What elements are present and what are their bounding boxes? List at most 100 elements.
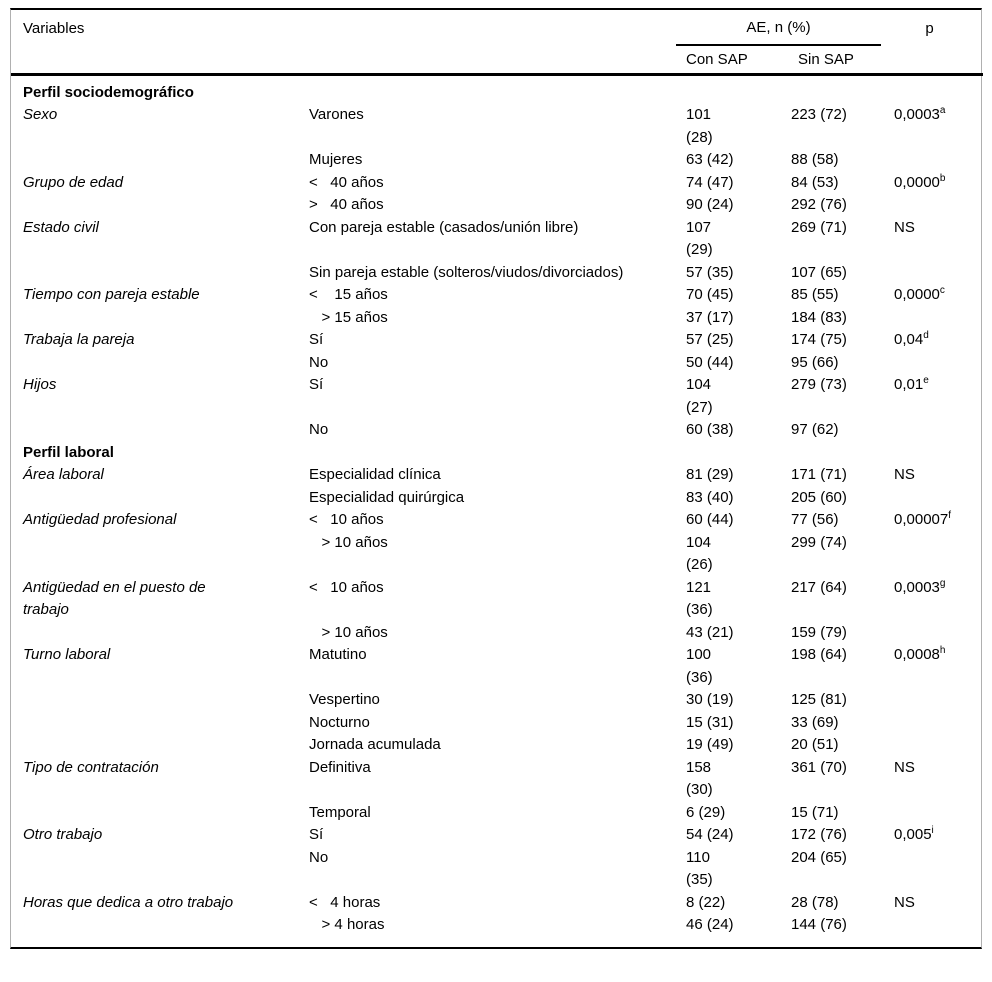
sin-sap-cell: 223 (72) — [791, 104, 894, 149]
table-row: > 4 horas 46 (24) 144 (76) — [11, 914, 983, 937]
row-category: Varones — [309, 106, 364, 123]
row-sin-sap-value: 223 (72) — [791, 106, 847, 123]
con-sap-cell: 57 (35) — [686, 262, 791, 285]
row-category: Especialidad clínica — [309, 466, 441, 483]
con-sap-cell: 43 (21) — [686, 622, 791, 645]
section-cell: Perfil laboral — [11, 442, 983, 465]
header-row-top: Variables AE, n (%) p — [11, 10, 983, 46]
table-row: Sexo Varones 101 (28) 223 (72) 0,0003a — [11, 104, 983, 149]
con-sap-cell: 54 (24) — [686, 824, 791, 847]
row-category: < 10 años — [309, 511, 384, 528]
row-variable: Turno laboral — [23, 646, 111, 663]
row-con-sap-value: 63 (42) — [686, 151, 734, 168]
row-con-sap-value: 60 (44) — [686, 511, 734, 528]
row-category: No — [309, 353, 329, 371]
con-sap-cell: 15 (31) — [686, 712, 791, 735]
row-con-sap-value: 74 (47) — [686, 173, 734, 191]
con-sap-cell: 158 (30) — [686, 757, 791, 802]
category-cell: Sí — [309, 374, 686, 419]
category-cell: Definitiva — [309, 757, 686, 802]
row-p-superscript: g — [939, 577, 946, 589]
row-sin-sap-value: 279 (73) — [791, 376, 847, 393]
row-category: Matutino — [309, 646, 367, 663]
category-cell: Sí — [309, 329, 686, 352]
table-row: Mujeres 63 (42) 88 (58) — [11, 149, 983, 172]
p-cell: 0,01e — [894, 374, 983, 419]
category-cell: < 4 horas — [309, 892, 686, 915]
row-category: Sin pareja estable (solteros/viudos/divo… — [309, 263, 624, 281]
row-variable: Tipo de contratación — [23, 758, 159, 776]
row-con-sap-value: 83 (40) — [686, 488, 734, 506]
row-sin-sap-value: 198 (64) — [791, 646, 847, 663]
row-category: > 4 horas — [309, 916, 385, 933]
row-sin-sap-value: 107 (65) — [791, 263, 847, 281]
row-sin-sap-value: 97 (62) — [791, 421, 839, 438]
row-category: > 10 años — [309, 533, 388, 551]
row-con-sap-value: 19 (49) — [686, 736, 734, 753]
section-row: Perfil laboral — [11, 442, 983, 465]
con-sap-cell: 57 (25) — [686, 329, 791, 352]
row-sin-sap-value: 292 (76) — [791, 196, 847, 213]
category-cell: > 40 años — [309, 194, 686, 217]
row-sin-sap-value: 217 (64) — [791, 578, 847, 596]
row-sin-sap-value: 205 (60) — [791, 488, 847, 506]
row-con-sap-value: 60 (38) — [686, 421, 734, 438]
p-cell — [894, 307, 983, 330]
row-category: Sí — [309, 331, 324, 348]
variable-cell: Hijos — [11, 374, 309, 419]
header-spacer-category — [309, 10, 686, 46]
con-sap-cell: 107 (29) — [686, 217, 791, 262]
sin-sap-cell: 269 (71) — [791, 217, 894, 262]
table-frame: Variables AE, n (%) p Con SAP Sin SAP Pe… — [10, 8, 983, 949]
row-con-sap-value: 107 (29) — [686, 218, 713, 259]
row-category: Temporal — [309, 803, 371, 821]
con-sap-cell: 46 (24) — [686, 914, 791, 937]
category-cell: No — [309, 419, 686, 442]
variable-cell — [11, 149, 309, 172]
sin-sap-cell: 174 (75) — [791, 329, 894, 352]
table-row: No 60 (38) 97 (62) — [11, 419, 983, 442]
section-label: Perfil sociodemográfico — [23, 83, 194, 101]
p-cell — [894, 487, 983, 510]
row-sin-sap-value: 361 (70) — [791, 758, 847, 776]
row-con-sap-value: 8 (22) — [686, 893, 726, 911]
row-variable: Estado civil — [23, 218, 99, 236]
row-con-sap-value: 37 (17) — [686, 308, 734, 326]
con-sap-cell: 37 (17) — [686, 307, 791, 330]
sin-sap-cell: 28 (78) — [791, 892, 894, 915]
sin-sap-cell: 172 (76) — [791, 824, 894, 847]
table-row: Tiempo con pareja estable < 15 años 70 (… — [11, 284, 983, 307]
variable-cell: Estado civil — [11, 217, 309, 262]
row-con-sap-value: 101 (28) — [686, 106, 713, 146]
row-variable: Hijos — [23, 376, 57, 393]
category-cell: Con pareja estable (casados/unión libre) — [309, 217, 686, 262]
sin-sap-cell: 217 (64) — [791, 577, 894, 622]
row-con-sap-value: 15 (31) — [686, 713, 734, 731]
table-body: Perfil sociodemográfico Sexo Varones 101… — [11, 74, 983, 937]
row-category: > 40 años — [309, 196, 384, 213]
p-cell — [894, 262, 983, 285]
table-row: Temporal 6 (29) 15 (71) — [11, 802, 983, 825]
table-row: Nocturno 15 (31) 33 (69) — [11, 712, 983, 735]
sin-sap-cell: 77 (56) — [791, 509, 894, 532]
con-sap-cell: 8 (22) — [686, 892, 791, 915]
row-category: Nocturno — [309, 713, 370, 731]
con-sap-cell: 6 (29) — [686, 802, 791, 825]
category-cell: > 10 años — [309, 622, 686, 645]
variable-cell — [11, 689, 309, 712]
con-sap-cell: 110 (35) — [686, 847, 791, 892]
variable-cell — [11, 352, 309, 375]
sin-sap-cell: 184 (83) — [791, 307, 894, 330]
variable-cell — [11, 487, 309, 510]
row-category: < 15 años — [309, 286, 388, 303]
p-cell: NS — [894, 892, 983, 915]
table-row: Otro trabajo Sí 54 (24) 172 (76) 0,005i — [11, 824, 983, 847]
sin-sap-cell: 20 (51) — [791, 734, 894, 757]
sin-sap-cell: 205 (60) — [791, 487, 894, 510]
row-sin-sap-value: 88 (58) — [791, 151, 839, 168]
row-con-sap-value: 57 (35) — [686, 263, 734, 281]
row-sin-sap-value: 28 (78) — [791, 893, 839, 911]
section-label: Perfil laboral — [23, 443, 114, 461]
variable-cell — [11, 802, 309, 825]
row-variable: Antigüedad en el puesto de trabajo — [23, 578, 206, 619]
